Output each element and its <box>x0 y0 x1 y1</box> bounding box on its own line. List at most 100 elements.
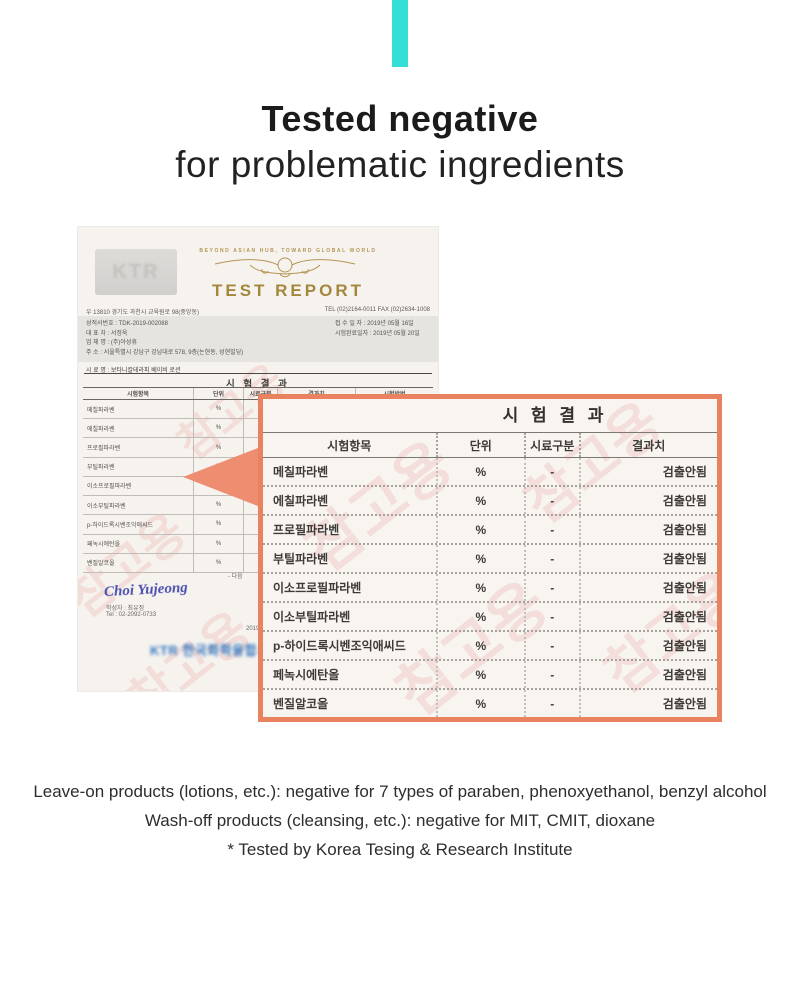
mag-cell-division: - <box>524 690 578 717</box>
mag-col-result: 결과치 <box>578 433 717 457</box>
mini-cell-item: 페녹시에탄올 <box>87 542 121 549</box>
mag-cell-result: 검출안됨 <box>578 661 717 688</box>
mag-cell-division: - <box>524 661 578 688</box>
mag-cell-division: - <box>524 516 578 543</box>
report-sample-name: 시 료 명 : 보타니칼테라피 베이비 로션 <box>86 368 181 374</box>
mag-cell-item: 페녹시에탄올 <box>273 668 340 682</box>
mag-cell-result: 검출안됨 <box>578 574 717 601</box>
mag-cell-unit: % <box>435 545 525 572</box>
writer-tel: Tel : 02-2092-0733 <box>106 612 157 618</box>
mag-cell-unit: % <box>435 690 525 717</box>
mag-cell-unit: % <box>435 632 525 659</box>
mag-cell-unit: % <box>435 516 525 543</box>
mini-cell-item: 벤질알코올 <box>87 561 115 568</box>
report-field: 시험완료일자 : 2019년 05월 20일 <box>335 330 420 337</box>
mag-cell-item: 에칠파라벤 <box>273 494 329 508</box>
mini-cell-item: 이소부틸파라벤 <box>87 503 126 510</box>
magnified-table-row: 에칠파라벤 % - 검출안됨 <box>263 485 717 514</box>
report-date-partial: 2019년 0 <box>246 626 270 632</box>
mag-cell-division: - <box>524 574 578 601</box>
mini-cell-unit: % <box>193 419 243 438</box>
mini-cell-item: 메칠파라벤 <box>87 407 115 414</box>
mini-col-item: 시험항목 <box>126 392 150 398</box>
ktr-logo-text: KTR <box>112 260 160 283</box>
mag-cell-item: 이소프로필파라벤 <box>273 581 362 595</box>
mag-cell-item: 이소부틸파라벤 <box>273 610 351 624</box>
mag-cell-division: - <box>524 545 578 572</box>
mini-cell-item: 부틸파라벤 <box>87 465 115 472</box>
magnified-table-row: 메칠파라벤 % - 검출안됨 <box>263 458 717 485</box>
mag-cell-result: 검출안됨 <box>578 603 717 630</box>
report-title: TEST REPORT <box>211 281 364 300</box>
mag-cell-unit: % <box>435 603 525 630</box>
mag-cell-unit: % <box>435 458 525 485</box>
mag-cell-result: 검출안됨 <box>578 516 717 543</box>
mini-cell-unit: % <box>193 534 243 553</box>
mini-cell-unit: % <box>193 515 243 534</box>
report-telfax: TEL (02)2164-0011 FAX (02)2634-1008 <box>324 307 430 313</box>
caption-line: * Tested by Korea Tesing & Research Inst… <box>227 840 573 859</box>
report-field: 주 소 : 서울특별시 강남구 강남대로 578, 9층(논현동, 성현빌딩) <box>86 349 244 356</box>
magnified-table-row: 이소프로필파라벤 % - 검출안됨 <box>263 572 717 601</box>
mag-cell-result: 검출안됨 <box>578 487 717 514</box>
mag-cell-division: - <box>524 458 578 485</box>
magnified-table-header: 시험항목 단위 시료구분 결과치 <box>263 432 717 458</box>
magnified-table-row: 페녹시에탄올 % - 검출안됨 <box>263 659 717 688</box>
mag-cell-item: 프로필파라벤 <box>273 523 340 537</box>
magnified-table-row: 부틸파라벤 % - 검출안됨 <box>263 543 717 572</box>
mini-cell-item: p-하이드록시벤조익애씨드 <box>87 522 154 529</box>
report-tagline: BEYOND ASIAN HUB, TOWARD GLOBAL WORLD <box>199 248 377 254</box>
mag-cell-result: 검출안됨 <box>578 632 717 659</box>
magnified-table-row: p-하이드록시벤조익애씨드 % - 검출안됨 <box>263 630 717 659</box>
mini-cell-item: 이소프로필파라벤 <box>87 484 132 491</box>
mini-cell-item: 프로필파라벤 <box>87 446 121 453</box>
magnified-table-title: 시 험 결 과 <box>502 406 608 425</box>
magnified-results-table: 참고용 참고용 참고용 참고용 시 험 결 과 시험항목 단위 시료구분 결과치… <box>258 394 722 722</box>
mag-col-unit: 단위 <box>435 433 525 457</box>
mini-cell-unit: % <box>193 438 243 457</box>
mini-cell-unit: % <box>193 496 243 515</box>
caption-line: Leave-on products (lotions, etc.): negat… <box>33 782 767 801</box>
magnified-table-row: 벤질알코올 % - 검출안됨 <box>263 688 717 717</box>
mag-cell-unit: % <box>435 574 525 601</box>
mag-cell-item: 부틸파라벤 <box>273 552 329 566</box>
report-address-row: 우 13810 경기도 과천시 교육원로 98(중앙동) TEL (02)216… <box>86 307 430 316</box>
report-field: 접 수 일 자 : 2019년 05월 16일 <box>335 321 414 327</box>
mag-cell-unit: % <box>435 487 525 514</box>
magnified-table-row: 프로필파라벤 % - 검출안됨 <box>263 514 717 543</box>
writer-name: 작성자 : 최유정 <box>106 606 145 612</box>
mini-cell-item: 에칠파라벤 <box>87 426 115 433</box>
report-field: 성적서번호 : TDK-2019-002088 <box>86 321 168 327</box>
mag-cell-item: 벤질알코올 <box>273 697 329 711</box>
mag-cell-division: - <box>524 487 578 514</box>
accent-bar <box>392 0 408 67</box>
continued-note: - 다음 <box>228 574 243 580</box>
mini-cell-unit: % <box>193 400 243 419</box>
report-field: 업 체 명 : (주)아성휴 <box>86 340 137 347</box>
mag-cell-item: p-하이드록시벤조익애씨드 <box>273 639 406 653</box>
mag-cell-division: - <box>524 632 578 659</box>
mini-cell-unit: % <box>193 553 243 572</box>
heading-line1: Tested negative <box>261 98 539 139</box>
report-field: 대 표 자 : 서정욱 <box>86 330 128 337</box>
mag-cell-result: 검출안됨 <box>578 545 717 572</box>
mag-col-item: 시험항목 <box>327 438 372 453</box>
mag-col-division: 시료구분 <box>524 433 578 457</box>
mini-col-unit: 단위 <box>193 388 243 399</box>
mag-cell-unit: % <box>435 661 525 688</box>
mag-cell-result: 검출안됨 <box>578 458 717 485</box>
magnified-table-body: 메칠파라벤 % - 검출안됨 에칠파라벤 % - 검출안됨 프로필파라벤 % - <box>263 458 717 717</box>
heading-line2: for problematic ingredients <box>175 144 625 185</box>
gold-flourish-ornament <box>214 257 356 278</box>
divider <box>84 373 432 374</box>
mag-cell-result: 검출안됨 <box>578 690 717 717</box>
ktr-stamp-logo: KTR <box>95 249 177 295</box>
mag-cell-division: - <box>524 603 578 630</box>
handwritten-signature: Choi Yujeong <box>103 579 189 601</box>
magnified-table-row: 이소부틸파라벤 % - 검출안됨 <box>263 601 717 630</box>
results-section-title: 시 험 결 과 <box>226 379 290 390</box>
caption-block: Leave-on products (lotions, etc.): negat… <box>0 782 800 860</box>
